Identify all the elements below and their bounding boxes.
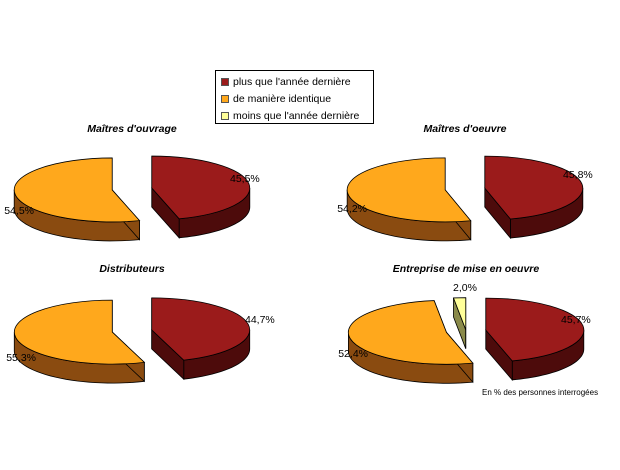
footnote: En % des personnes interrogées	[482, 388, 599, 397]
pie-3-value-label-identique: 52,4%	[338, 348, 368, 360]
pie-2-slice-plus	[151, 297, 251, 361]
pie-1-slice-identique	[346, 157, 472, 223]
pie-3-value-label-plus: 45,7%	[561, 314, 591, 326]
pie-3-slice-moins	[452, 297, 467, 330]
pie-1-value-label-identique: 54,2%	[337, 203, 367, 215]
legend-swatch-identique	[221, 94, 229, 103]
legend-label-identique: de manière identique	[233, 92, 332, 105]
legend-item-identique: de manière identique	[221, 90, 373, 107]
pie-3-value-label-moins: 2,0%	[453, 282, 477, 294]
legend: plus que l'année dernière de manière ide…	[215, 70, 374, 124]
legend-swatch-plus	[221, 77, 229, 86]
pie-chart-3: 45,7% 52,4% 2,0%	[338, 282, 591, 384]
pie-2-value-label-plus: 44,7%	[245, 314, 275, 326]
pie-3-slice-identique	[347, 300, 474, 365]
legend-swatch-moins	[221, 111, 229, 120]
pie-0-slice-plus	[151, 155, 251, 220]
pie-chart-2: 44,7% 55,3%	[6, 297, 275, 384]
pie-1-value-label-plus: 45,8%	[563, 169, 593, 181]
legend-item-moins: moins que l'année dernière	[221, 107, 373, 124]
chart-title-entreprise: Entreprise de mise en oeuvre	[392, 263, 540, 275]
chart-title-maitres-oeuvre: Maîtres d'oeuvre	[423, 123, 507, 135]
pie-0-value-label-plus: 45,5%	[230, 173, 260, 185]
chart-title-distributeurs: Distributeurs	[99, 263, 165, 275]
pie-chart-0: 45,5% 54,5%	[4, 155, 260, 242]
pie-3-slice-plus	[485, 297, 585, 362]
pie-chart-1: 45,8% 54,2%	[337, 155, 593, 242]
legend-label-plus: plus que l'année dernière	[233, 75, 351, 88]
legend-label-moins: moins que l'année dernière	[233, 109, 360, 122]
pie-0-slice-identique	[13, 157, 141, 223]
chart-title-maitres-ouvrage: Maîtres d'ouvrage	[87, 123, 177, 135]
pie-1-slice-plus	[484, 155, 584, 220]
pie-2-value-label-identique: 55,3%	[6, 352, 36, 364]
pie-0-value-label-identique: 54,5%	[4, 205, 34, 217]
pie-2-slice-identique	[13, 299, 146, 365]
legend-item-plus: plus que l'année dernière	[221, 73, 373, 90]
